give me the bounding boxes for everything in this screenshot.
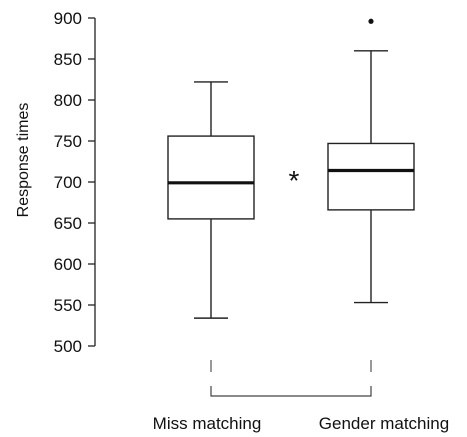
y-tick-label-800: 800 [54,91,82,110]
y-tick-label-600: 600 [54,255,82,274]
y-tick-label-900: 900 [54,9,82,28]
y-tick-label-750: 750 [54,132,82,151]
y-tick-label-700: 700 [54,173,82,192]
iqr-box [327,142,415,211]
significance-marker: * [289,165,300,196]
y-axis-title: Response times [15,103,32,218]
box-gender-matching [327,18,415,304]
iqr-box [167,135,255,220]
y-tick-label-550: 550 [54,296,82,315]
boxes [167,18,415,319]
y-tick-label-850: 850 [54,50,82,69]
category-label-miss-matching: Miss matching [153,414,262,433]
box-miss-matching [167,81,255,319]
y-tick-label-500: 500 [54,337,82,356]
category-bracket [210,386,372,397]
y-tick-label-650: 650 [54,214,82,233]
category-label-gender-matching: Gender matching [319,414,449,433]
y-ticks: 500 550 600 650 700 750 800 850 900 [54,9,95,356]
outlier-point [368,18,374,24]
